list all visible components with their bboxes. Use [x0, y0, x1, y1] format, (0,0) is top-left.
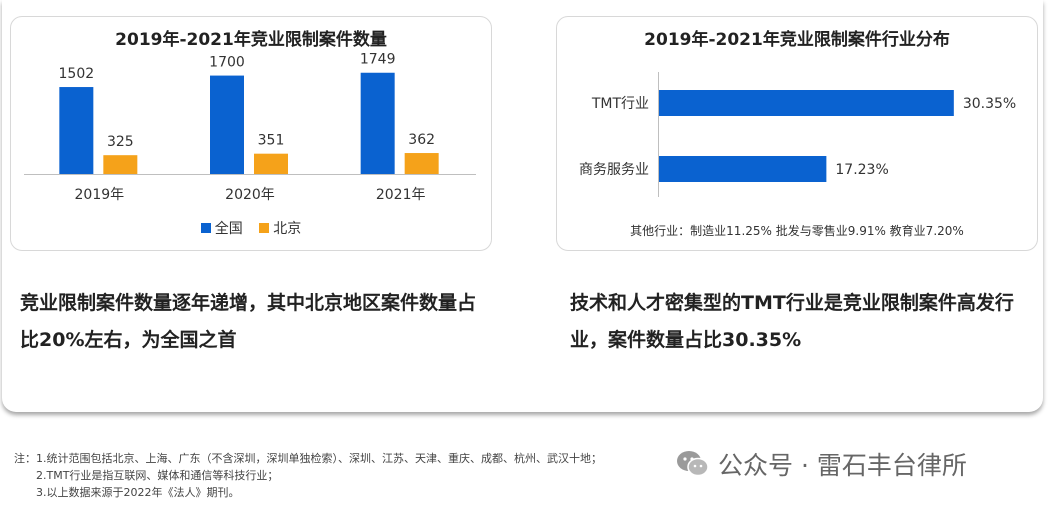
chart-card-industry-distribution: 2019年-2021年竞业限制案件行业分布 TMT行业 30.35% 商务服务业 17… — [556, 16, 1038, 251]
bar-industry-1 — [659, 156, 827, 182]
legend-label-national: 全国 — [214, 221, 243, 237]
chart-title-case-count: 2019年-2021年竞业限制案件数量 — [115, 30, 387, 50]
x-tick-label-2: 2021年 — [376, 187, 426, 203]
data-label-industry-1: 17.23% — [835, 162, 888, 178]
bar-national-1 — [210, 75, 244, 174]
data-label-beijing-2: 362 — [408, 132, 435, 148]
y-tick-label-1: 商务服务业 — [579, 162, 649, 178]
bar-beijing-1 — [254, 153, 288, 174]
y-tick-label-0: TMT行业 — [591, 96, 649, 112]
footnotes: 注：1.统计范围包括北京、上海、广东（不含深圳，深圳单独检索）、深圳、江苏、天津… — [14, 450, 714, 501]
legend-item-national: 全国 — [200, 218, 243, 238]
data-label-beijing-1: 351 — [258, 133, 285, 149]
legend-label-beijing: 北京 — [273, 221, 302, 237]
chart-title-industry: 2019年-2021年竞业限制案件行业分布 — [644, 30, 950, 50]
other-industries-annotation: 其他行业：制造业11.25% 批发与零售业9.91% 教育业7.20% — [630, 224, 964, 238]
bar-beijing-0 — [103, 155, 138, 174]
bar-beijing-2 — [404, 153, 439, 174]
summary-left: 竞业限制案件数量逐年递增，其中北京地区案件数量占比20%左右，为全国之首 — [20, 292, 477, 351]
wechat-icon — [676, 449, 710, 485]
legend-swatch-beijing — [259, 223, 270, 233]
watermark: 公众号 · 雷石丰台律所 — [676, 446, 1036, 484]
data-label-industry-0: 30.35% — [963, 96, 1016, 112]
data-label-national-2: 1749 — [360, 52, 396, 68]
chart-legend: 全国 北京 — [11, 218, 491, 238]
x-tick-label-1: 2020年 — [225, 187, 275, 203]
legend-swatch-national — [200, 223, 211, 233]
footnote-2: 2.TMT行业是指互联网、媒体和通信等科技行业； — [36, 469, 279, 482]
data-label-national-1: 1700 — [209, 55, 245, 71]
footnote-3: 3.以上数据来源于2022年《法人》期刊。 — [36, 486, 240, 499]
x-tick-label-0: 2019年 — [75, 187, 125, 203]
watermark-text: 公众号 · 雷石丰台律所 — [718, 451, 967, 480]
bar-chart-case-count: 1502 325 2019年 1700 351 2020年 1749 362 2021年 — [24, 52, 476, 203]
summary-right: 技术和人才密集型的TMT行业是竞业限制案件高发行业，案件数量占比30.35% — [570, 292, 1014, 351]
bar-industry-0 — [659, 90, 954, 116]
bar-chart-industry: TMT行业 30.35% 商务服务业 17.23% — [579, 72, 1016, 197]
footnote-1: 注：1.统计范围包括北京、上海、广东（不含深圳，深圳单独检索）、深圳、江苏、天津… — [14, 452, 602, 465]
data-label-beijing-0: 325 — [107, 134, 134, 150]
legend-item-beijing: 北京 — [259, 218, 301, 238]
data-label-national-0: 1502 — [59, 66, 95, 82]
bar-national-0 — [59, 87, 94, 174]
bar-national-2 — [360, 72, 395, 174]
chart-card-case-count: 2019年-2021年竞业限制案件数量 1502 325 2019年 1700 351 2… — [10, 16, 492, 251]
